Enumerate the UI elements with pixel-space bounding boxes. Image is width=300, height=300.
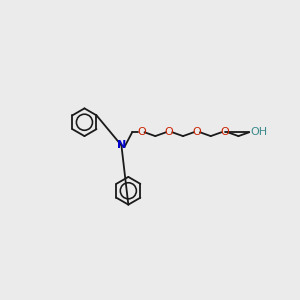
Text: N: N [117, 140, 126, 150]
Text: O: O [220, 127, 229, 137]
Text: OH: OH [251, 127, 268, 137]
Text: O: O [165, 127, 173, 137]
Text: O: O [193, 127, 201, 137]
Text: O: O [137, 127, 146, 137]
